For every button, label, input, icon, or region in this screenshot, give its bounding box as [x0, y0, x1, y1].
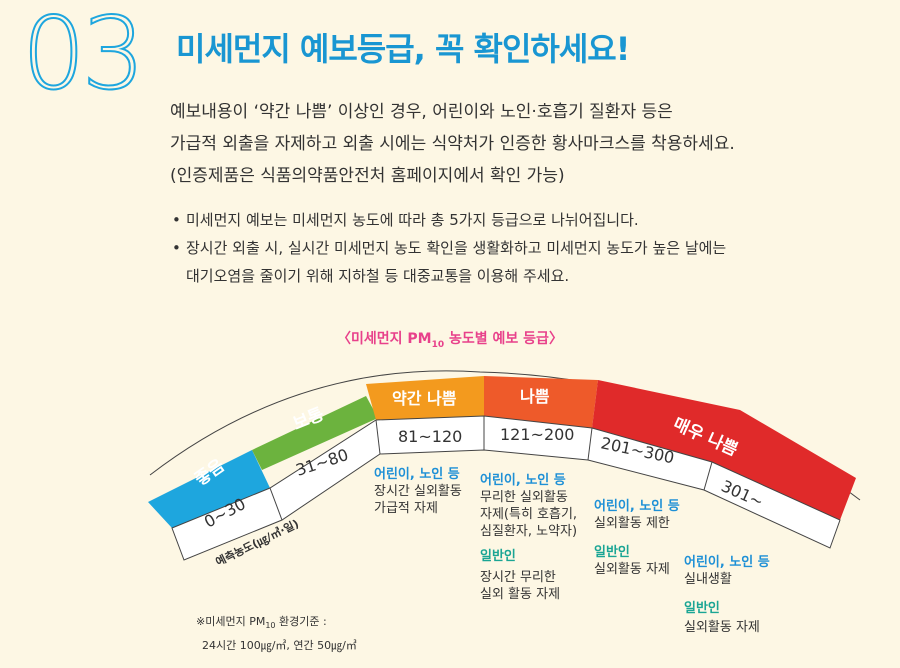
description-line: 실외활동 자제 — [684, 620, 760, 635]
grade-description: 어린이, 노인 등 장시간 실외활동 가급적 자제 — [374, 466, 462, 517]
description-line: 실외활동 자제 — [594, 562, 670, 577]
description-line: 실외 활동 자제 — [480, 587, 561, 602]
section-number: 03 — [21, 0, 146, 112]
bullet-item: 미세먼지 예보는 미세먼지 농도에 따라 총 5가지 등급으로 나뉘어집니다. — [172, 206, 872, 234]
description-line: 실내생활 — [684, 572, 732, 587]
description-heading: 일반인 — [480, 549, 516, 564]
chart-title-post: 농도별 예보 등급〉 — [444, 331, 563, 347]
footnote-pre: ※미세먼지 PM — [196, 615, 266, 628]
description-line: 장시간 실외활동 — [374, 484, 462, 499]
separator — [587, 427, 593, 461]
grade-range: 121~200 — [500, 425, 574, 444]
footnote-line: ※미세먼지 PM10 환경기준 : — [196, 612, 357, 636]
grade-band-very-bad — [592, 380, 856, 520]
description-line: 가급적 자제 — [374, 501, 438, 516]
description-line: 무리한 실외활동 — [480, 490, 568, 505]
description-heading: 어린이, 노인 등 — [594, 499, 680, 514]
description-line: 심질환자, 노약자) — [480, 524, 578, 539]
footnote: ※미세먼지 PM10 환경기준 : 24시간 100㎍/㎥, 연간 50㎍/㎥ — [196, 612, 357, 656]
bullet-item-continuation: 대기오염을 줄이기 위해 지하철 등 대중교통을 이용해 주세요. — [186, 267, 570, 285]
intro-paragraph: 예보내용이 ‘약간 나쁨’ 이상인 경우, 어린이와 노인·호흡기 질환자 등은… — [170, 96, 870, 192]
grade-band-normal — [252, 396, 378, 470]
grade-label: 약간 나쁨 — [392, 389, 457, 408]
description-heading: 일반인 — [684, 601, 720, 616]
chart-title: 〈미세먼지 PM10 농도별 예보 등급〉 — [0, 328, 900, 350]
description-heading: 어린이, 노인 등 — [480, 473, 566, 488]
grade-description: 어린이, 노인 등 실외활동 제한 일반인 실외활동 자제 — [594, 498, 680, 578]
description-heading: 어린이, 노인 등 — [684, 555, 770, 570]
separator — [269, 487, 283, 521]
footnote-line: 24시간 100㎍/㎥, 연간 50㎍/㎥ — [202, 639, 357, 653]
description-line: 장시간 무리한 — [480, 570, 556, 585]
grade-description: 어린이, 노인 등 무리한 실외활동 자제(특히 호흡기, 심질환자, 노약자)… — [480, 472, 577, 603]
page-title: 미세먼지 예보등급, 꼭 확인하세요! — [176, 30, 630, 68]
description-heading: 어린이, 노인 등 — [374, 467, 460, 482]
footnote-post: 환경기준 : — [275, 615, 327, 628]
intro-line: (인증제품은 식품의약품안전처 홈페이지에서 확인 가능) — [170, 166, 565, 186]
description-line: 실외활동 제한 — [594, 516, 670, 531]
grade-band-slightly-bad — [366, 376, 484, 420]
grade-label: 나쁨 — [520, 387, 550, 406]
grade-band-bad — [484, 376, 598, 428]
grade-band-good — [148, 450, 270, 528]
grade-description: 어린이, 노인 등 실내생활 일반인 실외활동 자제 — [684, 554, 770, 636]
bullet-list: 미세먼지 예보는 미세먼지 농도에 따라 총 5가지 등급으로 나뉘어집니다. … — [172, 206, 872, 290]
description-line: 자제(특히 호흡기, — [480, 507, 578, 522]
footnote-sub: 10 — [265, 621, 276, 631]
chart-title-pre: 〈미세먼지 PM — [337, 331, 432, 347]
chart-title-sub: 10 — [431, 339, 445, 350]
range-band — [171, 415, 841, 561]
separator — [375, 419, 381, 455]
intro-line: 가급적 외출을 자제하고 외출 시에는 식약처가 인증한 황사마크스를 착용하세… — [170, 134, 735, 154]
description-heading: 일반인 — [594, 545, 630, 560]
bullet-item: 장시간 외출 시, 실시간 미세먼지 농도 확인을 생활화하고 미세먼지 농도가… — [172, 234, 872, 262]
grade-range: 81~120 — [398, 427, 462, 446]
separator — [703, 461, 713, 491]
intro-line: 예보내용이 ‘약간 나쁨’ 이상인 경우, 어린이와 노인·호흡기 질환자 등은 — [170, 102, 673, 122]
